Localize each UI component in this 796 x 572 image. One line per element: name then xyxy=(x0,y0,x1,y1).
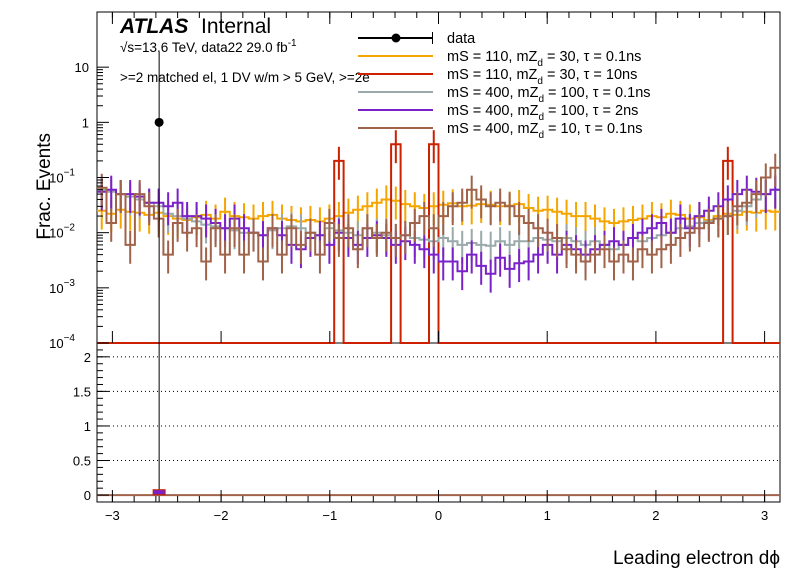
legend-entry-label: mS = 110, mZd = 30, τ = 10ns xyxy=(447,67,637,87)
ratio-y-tick-label: 0.5 xyxy=(73,454,91,469)
energy-lumi-label: √s=13.6 TeV, data22 29.0 fb-1 xyxy=(120,38,297,55)
y-axis-title: Frac. Events xyxy=(34,133,55,240)
y-tick-label: 10 xyxy=(75,60,89,75)
legend-entry-label: mS = 110, mZd = 30, τ = 0.1ns xyxy=(447,49,641,69)
x-tick-label: −3 xyxy=(105,508,120,523)
ratio-y-tick-label: 2 xyxy=(84,350,91,365)
x-tick-label: −2 xyxy=(214,508,229,523)
y-tick-label: 1 xyxy=(82,115,89,130)
selection-label: >=2 matched el, 1 DV w/m > 5 GeV, >=2e xyxy=(120,70,370,85)
ratio-y-tick-label: 0 xyxy=(84,488,91,503)
x-tick-label: 1 xyxy=(544,508,551,523)
series-3-histogram xyxy=(97,188,780,251)
x-tick-label: 0 xyxy=(435,508,442,523)
y-tick-label: 10−3 xyxy=(49,278,75,296)
series-5-histogram xyxy=(97,166,780,263)
data-point xyxy=(154,117,164,127)
ratio-marker xyxy=(152,489,166,496)
x-tick-label: −1 xyxy=(322,508,337,523)
ratio-y-axis: 0 0.5 1 1.5 2 xyxy=(73,349,109,503)
x-tick-label: 3 xyxy=(761,508,768,523)
legend-entry-label: mS = 400, mZd = 100, τ = 0.1ns xyxy=(447,85,651,105)
atlas-internal-label: Internal xyxy=(201,15,271,38)
ratio-gridlines xyxy=(97,356,780,462)
legend-data-marker xyxy=(391,33,401,43)
legend-entry-label: mS = 400, mZd = 100, τ = 2ns xyxy=(447,103,638,123)
x-axis-title: Leading electron dϕ xyxy=(613,548,780,569)
atlas-label: ATLAS xyxy=(119,15,188,38)
ratio-y-tick-label: 1.5 xyxy=(73,384,91,399)
main-series-group xyxy=(97,52,780,502)
x-axis: −3 −2 −1 0 1 2 3 xyxy=(105,12,768,523)
legend-entry-label: mS = 400, mZd = 10, τ = 0.1ns xyxy=(447,121,642,141)
x-tick-label: 2 xyxy=(652,508,659,523)
ratio-panel-frame xyxy=(96,342,781,503)
legend-entry-label: data xyxy=(447,31,476,47)
ratio-y-tick-label: 1 xyxy=(84,419,91,434)
y-tick-label: 10−4 xyxy=(49,333,75,351)
series-2-histogram xyxy=(97,143,780,344)
